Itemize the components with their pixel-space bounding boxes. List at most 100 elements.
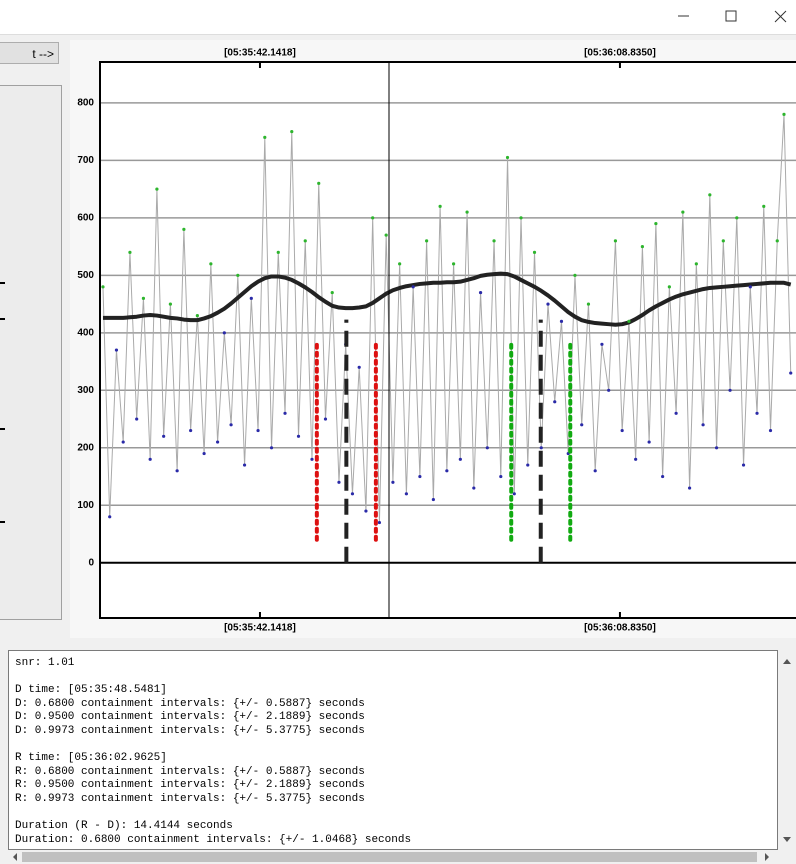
y-tick-label: 0 <box>88 557 94 568</box>
signal-point <box>398 262 402 266</box>
signal-point <box>283 411 287 415</box>
signal-point <box>640 244 644 249</box>
scroll-right[interactable] <box>765 853 769 861</box>
scroll-up[interactable] <box>783 659 791 664</box>
signal-point <box>445 469 449 473</box>
close-icon[interactable] <box>774 10 787 23</box>
signal-point <box>607 388 611 392</box>
log-line: D: 0.6800 containment intervals: {+/- 0.… <box>15 697 365 710</box>
signal-point <box>290 129 294 134</box>
signal-point <box>789 371 793 375</box>
signal-point <box>519 216 523 220</box>
y-tick-label: 300 <box>77 385 94 396</box>
h-scroll-thumb[interactable] <box>22 852 757 862</box>
y-tick-label: 400 <box>77 327 94 338</box>
signal-point <box>694 262 698 266</box>
side-panel <box>0 85 62 620</box>
smooth-line <box>102 271 792 327</box>
signal-point <box>121 440 125 444</box>
log-line: R: 0.9500 containment intervals: {+/- 2.… <box>15 779 365 792</box>
log-line <box>15 671 777 685</box>
signal-point <box>505 155 510 160</box>
signal-point <box>768 428 773 433</box>
x-tick-label: [05:36:08.8350] <box>584 623 656 634</box>
window-controls <box>678 10 787 23</box>
signal-point <box>499 474 503 479</box>
log-line: D time: [05:35:48.5481] <box>15 684 167 697</box>
signal-point <box>384 233 388 237</box>
signal-point <box>175 469 179 473</box>
x-tick-label: [05:36:08.8350] <box>584 48 656 59</box>
log-line: R: 0.6800 containment intervals: {+/- 0.… <box>15 765 365 778</box>
signal-point <box>222 331 226 335</box>
signal-point <box>701 423 705 427</box>
y-tick-label: 600 <box>77 212 94 223</box>
signal-point <box>357 365 361 369</box>
signal-point <box>613 239 618 243</box>
scroll-left[interactable] <box>13 853 17 861</box>
signal-point <box>425 239 429 243</box>
signal-point <box>101 285 105 289</box>
signal-point <box>256 428 260 433</box>
h-scrollbar[interactable] <box>8 850 796 864</box>
maximize-icon[interactable] <box>725 10 737 22</box>
signal-point <box>182 227 186 231</box>
signal-point <box>553 400 557 404</box>
signal-point <box>269 446 274 450</box>
scroll-down[interactable] <box>783 837 791 842</box>
signal-point <box>634 457 638 461</box>
signal-point <box>512 492 516 496</box>
signal-point <box>580 423 584 427</box>
signal-point <box>128 250 132 254</box>
plot-area <box>100 62 796 618</box>
signal-point <box>323 417 328 421</box>
log-line: D: 0.9973 containment intervals: {+/- 5.… <box>15 724 365 737</box>
signal-point <box>755 411 759 415</box>
log-line: snr: 1.01 <box>15 657 75 669</box>
log-panel: snr: 1.01 D time: [05:35:48.5481] D: 0.680… <box>8 650 778 850</box>
signal-point <box>559 319 564 323</box>
y-tick-label: 500 <box>77 270 94 281</box>
x-tick-label: [05:35:42.1418] <box>224 623 296 634</box>
signal-point <box>775 239 779 243</box>
signal-point <box>539 446 543 450</box>
signal-point <box>317 181 321 185</box>
signal-point <box>330 290 334 295</box>
log-line: Duration (R - D): 14.4144 seconds <box>15 820 233 833</box>
signal-point <box>141 296 146 300</box>
signal-point <box>418 474 422 479</box>
signal-point <box>465 210 469 214</box>
signal-point <box>391 480 395 484</box>
signal-point <box>371 216 375 220</box>
signal-point <box>532 250 537 254</box>
v-scrollbar[interactable] <box>778 651 796 850</box>
signal-point <box>114 348 119 352</box>
signal-point <box>377 520 382 525</box>
signal-point <box>573 273 577 277</box>
signal-point <box>721 239 725 243</box>
signal-point <box>586 302 591 306</box>
signal-point <box>654 221 658 226</box>
signal-point <box>748 285 752 289</box>
y-tick-label: 100 <box>77 500 94 511</box>
log-line: R time: [05:36:02.9625] <box>15 752 167 765</box>
signal-point <box>782 112 786 116</box>
side-panel-ticks <box>0 282 5 523</box>
y-tick-label: 200 <box>77 442 94 453</box>
signal-point <box>404 492 408 496</box>
signal-point <box>687 486 692 490</box>
signal-point <box>728 388 732 392</box>
signal-point <box>202 451 206 456</box>
signal-point <box>526 463 530 467</box>
signal-point <box>229 423 233 427</box>
signal-point <box>741 463 746 467</box>
signal-point <box>189 428 193 433</box>
signal-point <box>458 457 462 461</box>
signal-point <box>620 428 624 433</box>
signal-point <box>249 296 253 300</box>
signal-point <box>600 342 604 346</box>
next-button[interactable]: t --> <box>0 42 59 64</box>
signal-point <box>485 446 489 450</box>
signal-point <box>242 463 247 467</box>
